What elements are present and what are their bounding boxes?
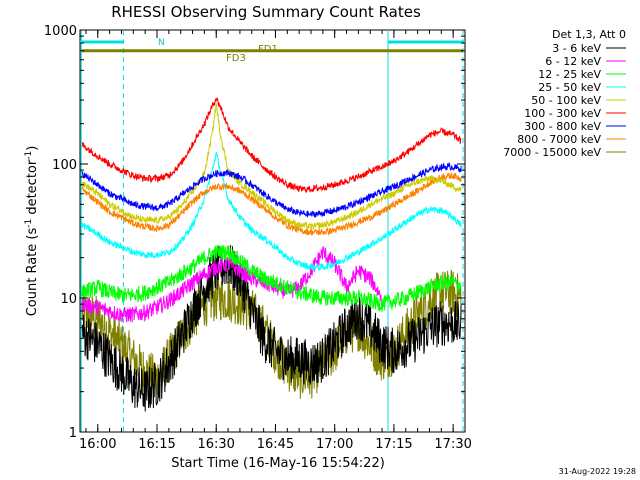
series-line: [81, 97, 462, 194]
y-label-end: ): [25, 146, 40, 151]
fd1-label: FD1: [258, 44, 278, 55]
series-lines: [81, 97, 462, 412]
series-line: [81, 103, 462, 231]
legend-label: 50 - 100 keV: [531, 94, 601, 107]
legend-label: 3 - 6 keV: [552, 42, 601, 55]
legend-label: 800 - 7000 keV: [517, 133, 601, 146]
x-tick-label: 16:30: [197, 437, 234, 452]
y-axis-label: Count Rate (s-1 detector-1): [24, 146, 40, 317]
x-tick-label: 16:15: [138, 437, 175, 452]
legend-label: 6 - 12 keV: [545, 55, 601, 68]
series-line: [81, 162, 462, 218]
y-label-main: Count Rate (s: [25, 228, 40, 317]
chart-title: RHESSI Observing Summary Count Rates: [111, 3, 421, 21]
legend-header: Det 1,3, Att 0: [552, 28, 626, 41]
series-line: [81, 152, 462, 272]
legend-label: 25 - 50 keV: [538, 81, 601, 94]
y-label-sup1: -1: [24, 219, 34, 228]
y-tick-label: 10: [60, 292, 77, 307]
y-label-sup2: -1: [24, 151, 34, 160]
x-tick-label: 17:30: [434, 437, 471, 452]
legend-label: 300 - 800 keV: [524, 120, 601, 133]
x-axis-ticks: 16:00 16:15 16:30 16:45 17:00 17:15 17:30: [79, 30, 472, 452]
y-tick-label: 1: [69, 426, 77, 441]
series-line: [81, 245, 383, 323]
y-tick-label: 1000: [44, 24, 77, 39]
y-axis-ticks: 1 10 100 1000: [44, 24, 465, 441]
plot-area: N FD1 FD3: [79, 29, 466, 433]
series-line: [81, 244, 462, 312]
x-tick-label: 17:00: [316, 437, 353, 452]
legend-label: 100 - 300 keV: [524, 107, 601, 120]
x-tick-label: 16:45: [257, 437, 294, 452]
series-line: [81, 245, 462, 412]
date-stamp: 31-Aug-2022 19:28: [559, 467, 636, 476]
x-axis-label: Start Time (16-May-16 15:54:22): [171, 456, 385, 471]
y-label-mid: detector: [25, 159, 40, 219]
legend-label: 7000 - 15000 keV: [503, 146, 601, 159]
fd3-label: FD3: [226, 53, 246, 64]
legend-label: 12 - 25 keV: [538, 68, 601, 81]
y-tick-label: 100: [52, 158, 77, 173]
x-tick-label: 17:15: [375, 437, 412, 452]
x-tick-label: 16:00: [79, 437, 116, 452]
series-line: [81, 172, 462, 236]
n-label: N: [158, 38, 165, 48]
plot-frame: [79, 29, 466, 433]
